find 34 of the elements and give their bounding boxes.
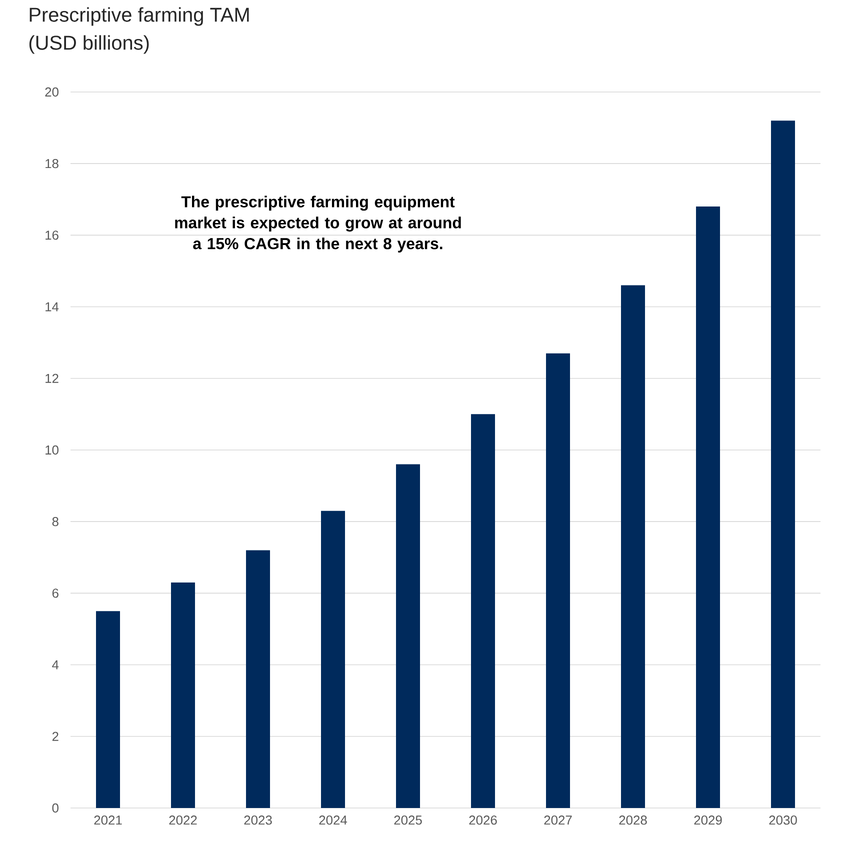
y-tick-label: 12 xyxy=(46,374,58,383)
bar xyxy=(396,464,420,808)
y-tick-label: 2 xyxy=(52,732,58,741)
y-tick-label: 18 xyxy=(46,158,58,168)
y-tick-label: 14 xyxy=(46,302,59,312)
bar xyxy=(96,611,120,808)
x-tick-label: 2025 xyxy=(394,816,422,825)
annotation: The prescriptive farming equipment market is expected to grow at around a 15% CAGR in the next 8 years. xyxy=(175,196,461,252)
bar xyxy=(171,582,196,808)
x-tick-label: 2027 xyxy=(544,816,572,825)
y-tick-label: 8 xyxy=(52,516,58,526)
bar xyxy=(696,206,720,808)
bar xyxy=(321,510,346,808)
y-tick-label: 16 xyxy=(46,230,58,240)
x-tick-label: 2030 xyxy=(769,816,797,825)
x-tick-label: 2024 xyxy=(319,816,348,825)
y-tick-label: 10 xyxy=(46,445,58,455)
x-tick-label: 2029 xyxy=(694,816,722,825)
y-tick-label: 20 xyxy=(45,87,58,97)
bar xyxy=(621,285,646,808)
x-tick-label: 2026 xyxy=(469,816,497,825)
bar xyxy=(771,120,796,808)
x-tick-label: 2023 xyxy=(244,816,272,825)
bar xyxy=(246,550,270,808)
x-tick-label: 2022 xyxy=(169,816,197,825)
chart-subtitle: (USD billions) xyxy=(29,35,149,54)
chart-title: Prescriptive farming TAM xyxy=(30,7,249,26)
x-tick-label: 2028 xyxy=(619,816,647,825)
x-tick-label: 2021 xyxy=(94,816,122,825)
y-tick-label: 6 xyxy=(52,588,58,598)
bar xyxy=(546,353,570,808)
y-tick-label: 4 xyxy=(52,660,59,670)
bar xyxy=(471,414,496,808)
y-tick-label: 0 xyxy=(52,803,58,813)
